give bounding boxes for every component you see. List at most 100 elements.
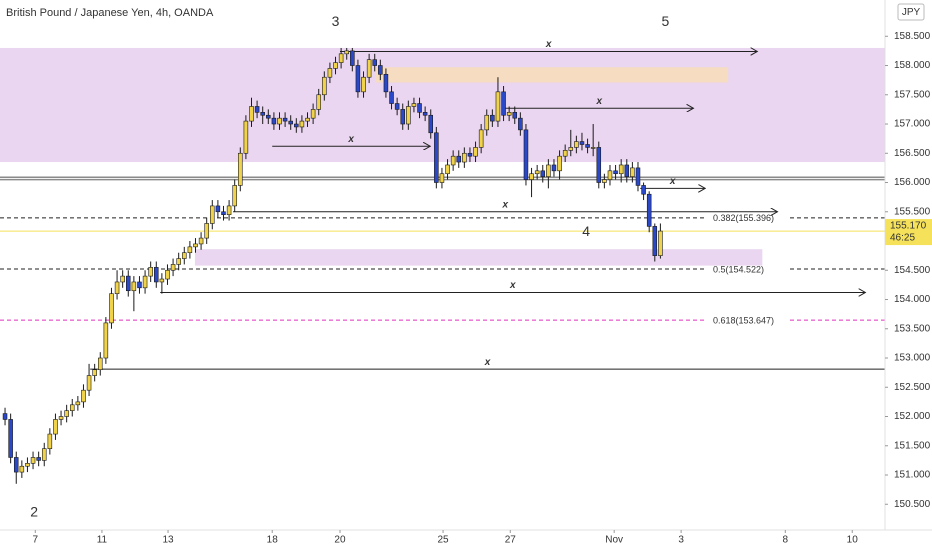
candle-body bbox=[142, 275, 148, 289]
price-axis bbox=[885, 0, 932, 550]
candle-body bbox=[450, 155, 456, 166]
candle-body bbox=[585, 144, 590, 148]
candle-body bbox=[579, 141, 585, 145]
candle-body bbox=[389, 91, 394, 104]
candle-body bbox=[288, 120, 293, 125]
candle-body bbox=[86, 375, 92, 391]
wave-label: 5 bbox=[662, 13, 670, 29]
currency[interactable]: JPY bbox=[902, 7, 921, 18]
candle-body bbox=[596, 147, 602, 183]
candle-body bbox=[182, 252, 187, 259]
y-tick-label: 151.500 bbox=[894, 440, 931, 451]
wave-label: 4 bbox=[582, 223, 590, 239]
candle-body bbox=[176, 258, 181, 265]
candle-body bbox=[434, 132, 439, 183]
y-tick-label: 152.500 bbox=[894, 382, 931, 393]
y-tick-label: 156.000 bbox=[894, 177, 931, 188]
zone bbox=[194, 249, 763, 266]
candle-body bbox=[478, 129, 484, 148]
currency-box[interactable] bbox=[897, 3, 925, 21]
candle-body bbox=[159, 278, 165, 283]
candle-body bbox=[30, 457, 36, 464]
y-tick-label: 152.000 bbox=[894, 411, 931, 422]
candle-body bbox=[523, 129, 529, 180]
candle-body bbox=[13, 457, 19, 473]
candle-body bbox=[613, 170, 618, 175]
candle-body bbox=[635, 167, 641, 186]
candle-body bbox=[154, 267, 159, 283]
candle-body bbox=[641, 185, 646, 195]
candle-body bbox=[69, 404, 75, 411]
candle-body bbox=[630, 167, 635, 177]
level-label: x bbox=[501, 199, 508, 210]
candle-body bbox=[103, 322, 109, 359]
candle-body bbox=[467, 152, 473, 157]
y-tick-label: 158.000 bbox=[894, 60, 931, 71]
level-label: x bbox=[545, 39, 552, 50]
candle-body bbox=[618, 164, 624, 175]
candle-body bbox=[277, 117, 282, 125]
candle-body bbox=[109, 293, 114, 324]
candle-body bbox=[422, 112, 428, 116]
candle-body bbox=[19, 465, 25, 473]
candle-body bbox=[232, 185, 237, 207]
level-label: x bbox=[596, 96, 603, 107]
candle-body bbox=[574, 141, 579, 148]
candle-body bbox=[305, 117, 310, 122]
candle-body bbox=[534, 170, 540, 175]
candle-body bbox=[204, 223, 209, 239]
candle-body bbox=[383, 73, 389, 93]
candle-body bbox=[551, 164, 557, 172]
y-tick-label: 157.000 bbox=[894, 119, 931, 130]
candle-body bbox=[484, 114, 490, 131]
candle-body bbox=[439, 173, 445, 183]
candle-body bbox=[322, 76, 327, 96]
x-tick-label: 13 bbox=[162, 535, 174, 546]
candle-body bbox=[400, 109, 405, 125]
candle-body bbox=[394, 103, 400, 110]
candle-body bbox=[428, 114, 433, 134]
y-tick-label: 158.500 bbox=[894, 31, 931, 42]
candle-body bbox=[406, 106, 411, 125]
candle-body bbox=[518, 117, 523, 131]
x-tick-label: 18 bbox=[267, 535, 279, 546]
candle-body bbox=[260, 112, 265, 116]
level-label: x bbox=[484, 357, 491, 368]
candle-body bbox=[98, 357, 103, 371]
candle-body bbox=[170, 264, 176, 271]
candle-body bbox=[338, 53, 344, 63]
candle-body bbox=[361, 76, 366, 93]
candle-body bbox=[64, 410, 69, 417]
candle-body bbox=[193, 243, 198, 248]
level-label: x bbox=[509, 280, 516, 291]
candle-body bbox=[81, 389, 86, 403]
candle-body bbox=[316, 94, 321, 110]
candle-body bbox=[294, 123, 299, 128]
candle-body bbox=[137, 281, 142, 289]
wave-label: 3 bbox=[332, 13, 340, 29]
wave-label: 2 bbox=[30, 504, 38, 520]
candle-body bbox=[36, 457, 41, 461]
x-tick-label: 20 bbox=[334, 535, 346, 546]
candle-body bbox=[131, 281, 137, 292]
candle-body bbox=[25, 463, 30, 467]
zone bbox=[0, 47, 885, 163]
candle-body bbox=[198, 237, 204, 245]
candle-body bbox=[344, 50, 349, 55]
candle-body bbox=[462, 152, 467, 163]
candle-body bbox=[266, 114, 271, 119]
candle-body bbox=[8, 419, 13, 458]
level-label: x bbox=[669, 176, 676, 187]
x-tick-label: 8 bbox=[783, 535, 789, 546]
y-tick-label: 153.000 bbox=[894, 353, 931, 364]
candle-body bbox=[495, 91, 501, 122]
candle-body bbox=[557, 155, 562, 172]
candle-body bbox=[355, 65, 361, 93]
candle-body bbox=[327, 68, 333, 78]
candle-body bbox=[333, 62, 338, 69]
candle-body bbox=[568, 147, 574, 151]
candle-body bbox=[646, 193, 652, 227]
y-tick-label: 155.500 bbox=[894, 206, 931, 217]
candle-body bbox=[366, 59, 372, 78]
y-tick-label: 151.000 bbox=[894, 470, 931, 481]
